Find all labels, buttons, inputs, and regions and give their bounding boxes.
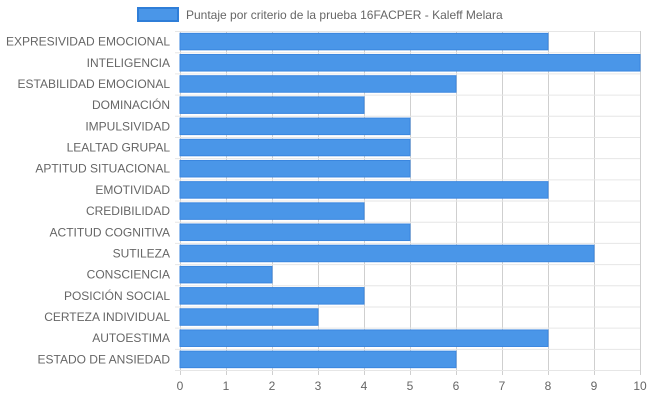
bar[interactable] [179,75,457,93]
bar[interactable] [179,32,549,51]
x-tick-label: 10 [633,379,647,393]
x-tick-label: 4 [361,379,368,393]
legend[interactable]: Puntaje por criterio de la prueba 16FACP… [137,7,503,22]
bar[interactable] [179,244,595,263]
bar[interactable] [179,181,549,199]
category-label: CERTEZA INDIVIDUAL [44,310,170,324]
category-label: IMPULSIVIDAD [85,119,170,133]
category-label: APTITUD SITUACIONAL [35,162,170,176]
x-tick-label: 5 [407,379,414,393]
bar[interactable] [179,223,411,242]
bar[interactable] [179,265,273,284]
x-tick-label: 1 [223,379,230,393]
category-label: ACTITUD COGNITIVA [50,225,170,239]
bar[interactable] [179,54,641,72]
category-label: SUTILEZA [113,246,170,260]
x-tick-label: 9 [591,379,598,393]
bar[interactable] [179,159,411,178]
category-label: EXPRESIVIDAD EMOCIONAL [6,35,170,49]
category-label: CREDIBILIDAD [86,204,170,218]
category-label: ESTADO DE ANSIEDAD [38,352,171,366]
category-labels: EXPRESIVIDAD EMOCIONAL INTELIGENCIA ESTABI… [6,35,170,367]
x-tick-label: 0 [177,379,184,393]
category-label: CONSCIENCIA [87,268,170,282]
x-tick-label: 6 [453,379,460,393]
category-label: INTELIGENCIA [87,56,170,70]
category-label: EMOTIVIDAD [95,183,170,197]
legend-swatch[interactable] [137,7,179,22]
bars [179,32,641,369]
bar[interactable] [179,117,411,136]
x-tick-label: 7 [499,379,506,393]
bar[interactable] [179,329,549,347]
bar[interactable] [179,138,411,157]
bar[interactable] [179,350,457,369]
bar[interactable] [179,308,319,326]
x-tick-label: 8 [545,379,552,393]
category-label: AUTOESTIMA [92,331,170,345]
category-label: ESTABILIDAD EMOCIONAL [18,77,171,91]
bar[interactable] [179,96,365,114]
legend-label[interactable]: Puntaje por criterio de la prueba 16FACP… [186,8,503,22]
x-tick-label: 3 [315,379,322,393]
category-label: LEALTAD GRUPAL [67,141,171,155]
bar[interactable] [179,287,365,305]
x-tick-label: 2 [269,379,276,393]
bar[interactable] [179,202,365,220]
category-label: POSICIÓN SOCIAL [64,288,170,303]
category-label: DOMINACIÓN [92,97,170,112]
x-tick-labels: 0 1 2 3 4 5 6 7 8 9 10 [177,379,647,393]
